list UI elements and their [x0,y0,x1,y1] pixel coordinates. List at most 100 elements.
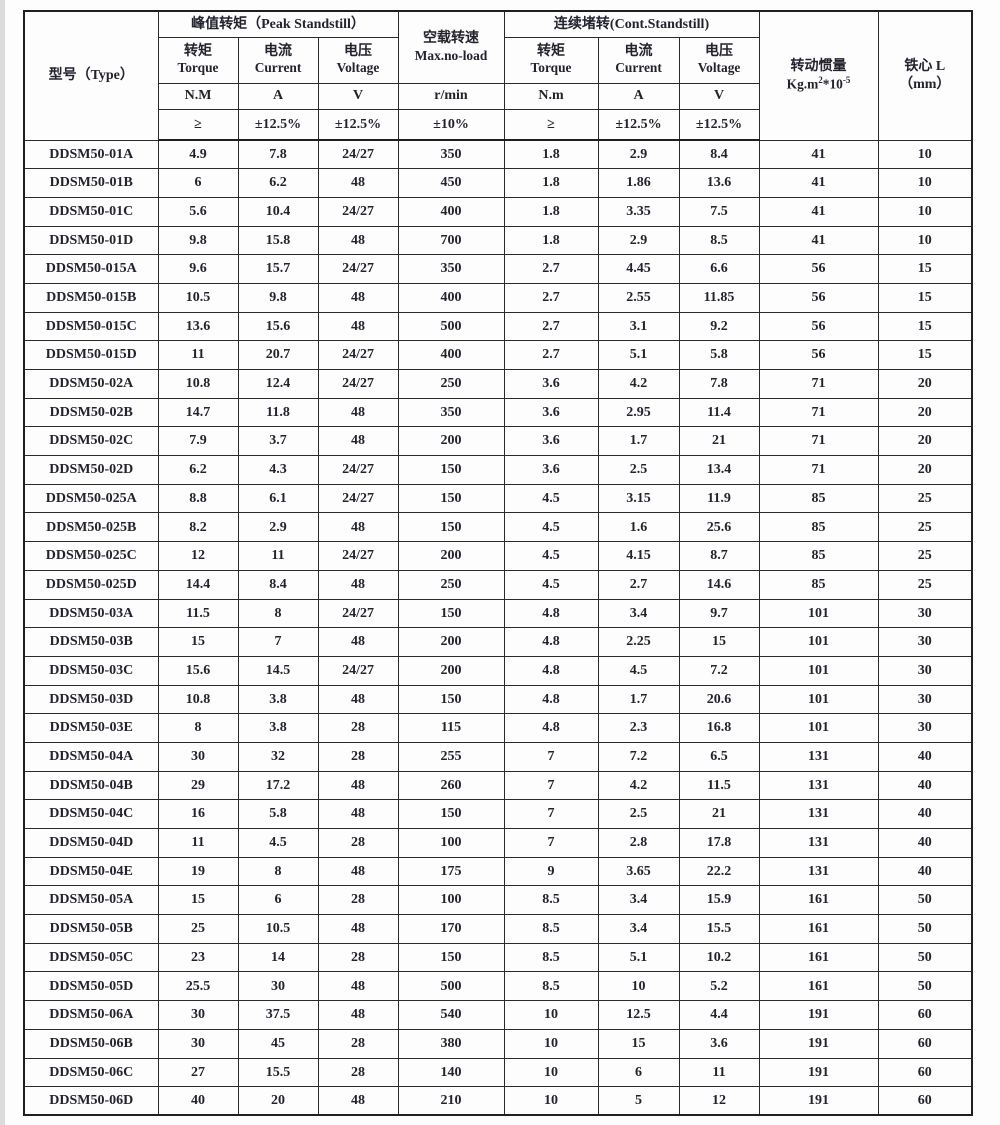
cell-cont-voltage: 9.7 [678,598,760,629]
cell-inertia: 85 [758,483,879,514]
cell-core-length: 30 [877,598,973,629]
table-row: DDSM50-03D 10.8 3.8 48 150 4.8 1.7 20.6 … [23,684,973,715]
cell-peak-current: 2.9 [237,512,319,543]
cell-core-length: 25 [877,569,973,600]
cell-cont-torque: 2.7 [503,340,599,370]
cell-noload-speed: 350 [397,254,505,284]
cell-inertia: 101 [758,627,879,657]
table-row: DDSM50-02C 7.9 3.7 48 200 3.6 1.7 21 71 … [23,426,973,457]
header-type: 型号（Type） [23,10,159,141]
cell-cont-current: 2.9 [597,225,680,256]
cell-core-length: 60 [877,1000,973,1030]
cell-noload-speed: 210 [397,1086,505,1116]
cell-peak-voltage: 28 [317,828,399,858]
cell-inertia: 71 [758,455,879,485]
cell-cont-voltage: 15 [678,627,760,657]
cell-cont-voltage: 11.85 [678,282,760,313]
cell-peak-current: 9.8 [237,282,319,313]
cell-peak-torque: 5.6 [157,196,239,227]
cell-cont-torque: 2.7 [503,254,599,284]
cell-cont-torque: 7 [503,799,599,829]
cell-peak-voltage: 24/27 [317,196,399,227]
cell-model: DDSM50-025C [23,541,159,571]
cell-peak-current: 8.4 [237,569,319,600]
table-row: DDSM50-03A 11.5 8 24/27 150 4.8 3.4 9.7 … [23,598,973,629]
cell-cont-torque: 1.8 [503,168,599,198]
cell-peak-current: 32 [237,741,319,772]
cell-peak-current: 6 [237,885,319,916]
cell-peak-torque: 14.4 [157,569,239,600]
cell-cont-torque: 4.5 [503,483,599,514]
cell-cont-torque: 8.5 [503,885,599,916]
cell-peak-voltage: 28 [317,1057,399,1088]
cell-model: DDSM50-05B [23,914,159,944]
cell-peak-current: 4.3 [237,455,319,485]
cell-peak-torque: 10.8 [157,369,239,399]
cell-peak-torque: 25 [157,914,239,944]
unit-cont-current: A [597,82,680,110]
cell-cont-torque: 4.5 [503,569,599,600]
cell-cont-current: 2.55 [597,282,680,313]
cell-model: DDSM50-05D [23,971,159,1002]
cell-peak-current: 45 [237,1028,319,1059]
cell-core-length: 60 [877,1086,973,1116]
cell-peak-current: 6.2 [237,168,319,198]
table-row: DDSM50-025B 8.2 2.9 48 150 4.5 1.6 25.6 … [23,512,973,543]
cell-model: DDSM50-01D [23,225,159,256]
cell-inertia: 41 [758,225,879,256]
cell-cont-current: 2.9 [597,139,680,170]
cell-peak-current: 14.5 [237,655,319,686]
cell-noload-speed: 140 [397,1057,505,1088]
header-cont-voltage: 电压 Voltage [678,36,760,84]
cell-core-length: 50 [877,885,973,916]
unit-peak-voltage: V [317,82,399,110]
table-row: DDSM50-03E 8 3.8 28 115 4.8 2.3 16.8 101… [23,713,973,743]
cell-inertia: 191 [758,1086,879,1116]
header-cont-group: 连续堵转(Cont.Standstill) [503,10,760,38]
scan-edge-bar [0,0,5,1125]
cell-cont-voltage: 6.5 [678,741,760,772]
cell-cont-current: 1.6 [597,512,680,543]
cell-core-length: 20 [877,397,973,428]
unit-cont-torque: N.m [503,82,599,110]
cell-peak-voltage: 28 [317,885,399,916]
cell-peak-voltage: 48 [317,684,399,715]
cell-inertia: 131 [758,856,879,887]
cell-core-length: 10 [877,196,973,227]
cell-core-length: 20 [877,369,973,399]
cell-cont-voltage: 7.5 [678,196,760,227]
cell-cont-torque: 1.8 [503,196,599,227]
cell-noload-speed: 115 [397,713,505,743]
cell-cont-voltage: 22.2 [678,856,760,887]
header-row-sub: 转矩 Torque 电流 Current 电压 Voltage 转矩 Torqu… [24,36,972,84]
table-row: DDSM50-025C 12 11 24/27 200 4.5 4.15 8.7… [23,541,973,571]
cell-inertia: 131 [758,828,879,858]
cell-cont-current: 3.4 [597,885,680,916]
table-row: DDSM50-03C 15.6 14.5 24/27 200 4.8 4.5 7… [23,655,973,686]
cell-inertia: 85 [758,541,879,571]
cell-cont-torque: 7 [503,828,599,858]
cell-inertia: 56 [758,282,879,313]
cell-model: DDSM50-04E [23,856,159,887]
cell-peak-current: 10.5 [237,914,319,944]
cell-noload-speed: 100 [397,828,505,858]
cell-cont-torque: 7 [503,741,599,772]
cell-cont-torque: 4.8 [503,713,599,743]
cell-peak-current: 11 [237,541,319,571]
header-peak-torque: 转矩 Torque [157,36,239,84]
cell-model: DDSM50-06D [23,1086,159,1116]
cell-model: DDSM50-025B [23,512,159,543]
cell-cont-torque: 1.8 [503,225,599,256]
cell-peak-voltage: 48 [317,512,399,543]
table-row: DDSM50-01C 5.6 10.4 24/27 400 1.8 3.35 7… [23,196,973,227]
cell-peak-current: 20 [237,1086,319,1116]
cell-core-length: 15 [877,254,973,284]
cell-cont-current: 2.3 [597,713,680,743]
cell-model: DDSM50-03E [23,713,159,743]
cell-cont-torque: 8.5 [503,942,599,973]
cell-core-length: 30 [877,684,973,715]
cell-peak-torque: 10.5 [157,282,239,313]
table-row: DDSM50-04B 29 17.2 48 260 7 4.2 11.5 131… [23,770,973,801]
cell-cont-current: 4.2 [597,770,680,801]
cell-inertia: 161 [758,885,879,916]
